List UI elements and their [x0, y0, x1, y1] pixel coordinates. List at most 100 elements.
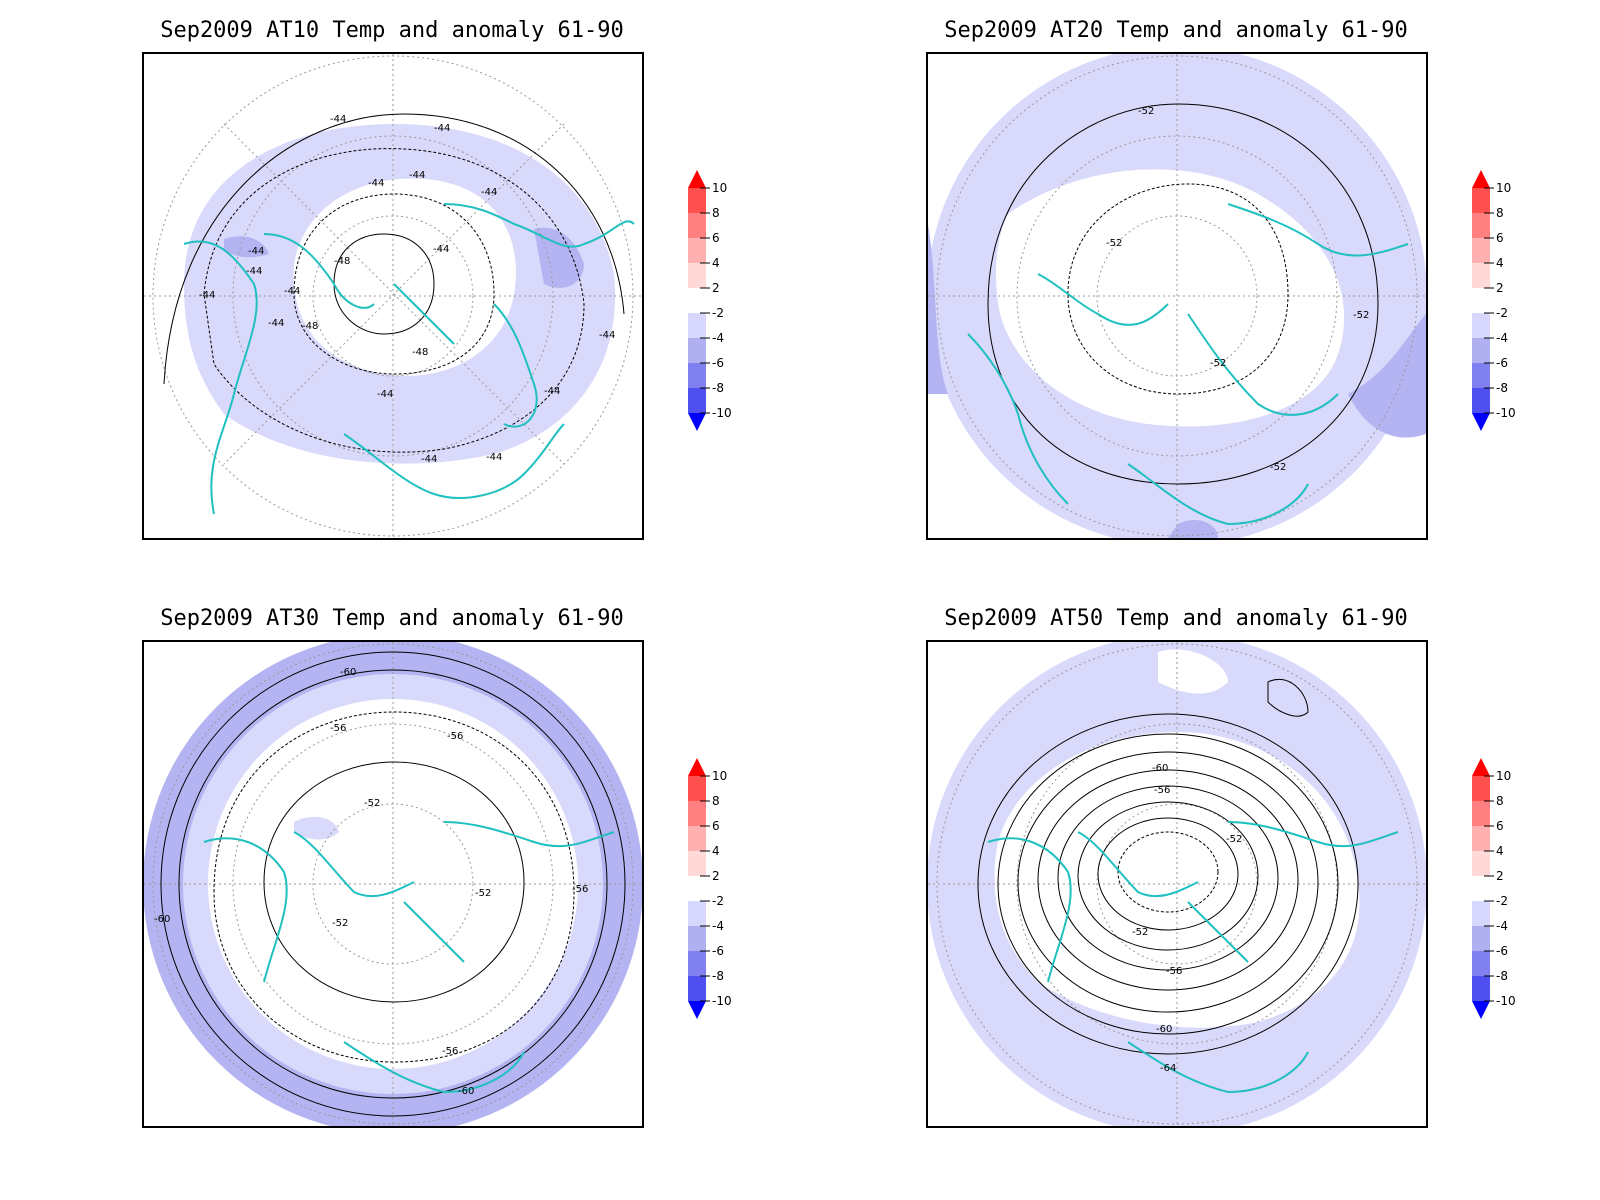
colorbar-tick-label: 10 — [712, 769, 727, 783]
colorbar-at50: 10 8 6 4 2 -2 -4 -6 -8 -10 — [1464, 756, 1544, 1056]
contour-label: -56 — [572, 884, 588, 895]
contour-label: -44 — [481, 187, 497, 198]
colorbar-tick-label: -4 — [712, 919, 724, 933]
panel-title-at20: Sep2009 AT20 Temp and anomaly 61-90 — [944, 18, 1408, 43]
colorbar-segment — [1472, 901, 1490, 926]
map-at10: -44 -44 -44 -44 -44 -44 -44 -44 -44 -44 … — [142, 52, 644, 540]
map-at30: -60 -56 -56 -52 -52 -52 -56 -60 -56 -60 — [142, 640, 644, 1128]
polar-map-at30: -60 -56 -56 -52 -52 -52 -56 -60 -56 -60 — [144, 642, 642, 1126]
colorbar-tick-label: 2 — [1496, 281, 1504, 295]
colorbar-tick-label: 8 — [1496, 206, 1504, 220]
colorbar-svg: 10 8 6 4 2 -2 -4 -6 -8 -10 — [1472, 170, 1516, 431]
colorbar-segment — [1472, 263, 1490, 288]
colorbar-segment — [1472, 776, 1490, 801]
colorbar-tick-label: -6 — [1496, 356, 1508, 370]
colorbar-tick-label: -8 — [712, 969, 724, 983]
colorbar-segment — [688, 188, 706, 213]
colorbar-tick-label: -4 — [1496, 331, 1508, 345]
contour-label: -52 — [1138, 106, 1154, 117]
contour-label: -56 — [330, 723, 346, 734]
colorbar-segment — [1472, 288, 1490, 313]
colorbar-tick-label: 4 — [1496, 256, 1504, 270]
contour-label: -44 — [368, 178, 384, 189]
colorbar-segment — [688, 288, 706, 313]
colorbar-tick-label: -10 — [712, 406, 732, 420]
colorbar-tick-label: -4 — [712, 331, 724, 345]
colorbar-tick-label: -2 — [712, 306, 724, 320]
colorbar-tick-label: 10 — [712, 181, 727, 195]
colorbar-tick-label: 10 — [1496, 769, 1511, 783]
colorbar-segment — [1472, 388, 1490, 413]
contour-label: -48 — [334, 256, 350, 267]
colorbar-tick-label: 2 — [1496, 869, 1504, 883]
map-at20: -52 -52 -52 -52 -52 — [926, 52, 1428, 540]
colorbar-at10: 10 8 6 4 2 -2 -4 -6 -8 -10 — [680, 168, 760, 468]
colorbar-arrow-top — [688, 170, 706, 188]
contour-label: -56 — [1166, 966, 1182, 977]
colorbar-tick-label: -6 — [712, 944, 724, 958]
colorbar-tick-label: 2 — [712, 281, 720, 295]
contour-label: -52 — [1106, 238, 1122, 249]
colorbar-tick-label: 4 — [1496, 844, 1504, 858]
contour-label: -64 — [1160, 1063, 1176, 1074]
contour-label: -52 — [475, 888, 491, 899]
contour-label: -60 — [340, 667, 356, 678]
colorbar-segment — [688, 801, 706, 826]
colorbar-arrow-top — [1472, 758, 1490, 776]
colorbar-arrow-bottom — [1472, 1001, 1490, 1019]
contour-label: -52 — [1353, 310, 1369, 321]
contour-label: -56 — [447, 731, 463, 742]
contour-label: -44 — [486, 452, 502, 463]
colorbar-segment — [1472, 976, 1490, 1001]
contour-label: -52 — [1270, 462, 1286, 473]
colorbar-svg: 10 8 6 4 2 -2 -4 -6 -8 -10 — [688, 758, 732, 1019]
panel-title-at30: Sep2009 AT30 Temp and anomaly 61-90 — [160, 606, 624, 631]
colorbar-tick-label: -10 — [1496, 406, 1516, 420]
colorbar-segment — [1472, 313, 1490, 338]
polar-map-at20: -52 -52 -52 -52 -52 — [928, 54, 1426, 538]
contour-label: -56 — [442, 1046, 458, 1057]
colorbar-segment — [1472, 951, 1490, 976]
colorbar-segment — [688, 826, 706, 851]
colorbar-svg: 10 8 6 4 2 -2 -4 -6 -8 -10 — [688, 170, 732, 431]
contour-label: -44 — [433, 244, 449, 255]
contour-label: -44 — [268, 318, 284, 329]
colorbar-tick-label: -8 — [1496, 969, 1508, 983]
contour-label: -44 — [284, 286, 300, 297]
colorbar-tick-label: -2 — [1496, 894, 1508, 908]
colorbar-tick-label: 8 — [712, 794, 720, 808]
colorbar-segment — [688, 338, 706, 363]
colorbar-tick-label: 8 — [712, 206, 720, 220]
contour-label: -60 — [1152, 763, 1168, 774]
contour-label: -52 — [364, 798, 380, 809]
contour-label: -44 — [434, 123, 450, 134]
colorbar-tick-label: 10 — [1496, 181, 1511, 195]
colorbar-tick-label: -6 — [712, 356, 724, 370]
colorbar-segment — [1472, 876, 1490, 901]
colorbar-tick-label: -2 — [712, 894, 724, 908]
contour-label: -52 — [1210, 358, 1226, 369]
polar-map-at50: -60 -56 -52 -52 -56 -60 -64 — [928, 642, 1426, 1126]
colorbar-segment — [688, 926, 706, 951]
contour-label: -48 — [302, 321, 318, 332]
contour-label: -60 — [154, 914, 170, 925]
colorbar-segment — [1472, 826, 1490, 851]
contour-label: -44 — [248, 246, 264, 257]
colorbar-tick-label: -6 — [1496, 944, 1508, 958]
colorbar-segment — [688, 213, 706, 238]
contour-label: -44 — [199, 290, 215, 301]
contour-label: -60 — [1156, 1024, 1172, 1035]
colorbar-tick-label: 4 — [712, 256, 720, 270]
contour-label: -52 — [332, 918, 348, 929]
colorbar-segment — [688, 388, 706, 413]
colorbar-segment — [1472, 213, 1490, 238]
colorbar-segment — [688, 851, 706, 876]
colorbar-arrow-bottom — [1472, 413, 1490, 431]
contour-label: -48 — [412, 347, 428, 358]
contour-label: -52 — [1132, 927, 1148, 938]
colorbar-arrow-bottom — [688, 413, 706, 431]
contour-label: -56 — [1154, 785, 1170, 796]
polar-map-at10: -44 -44 -44 -44 -44 -44 -44 -44 -44 -44 … — [144, 54, 642, 538]
colorbar-tick-label: 6 — [1496, 819, 1504, 833]
colorbar-arrow-top — [688, 758, 706, 776]
